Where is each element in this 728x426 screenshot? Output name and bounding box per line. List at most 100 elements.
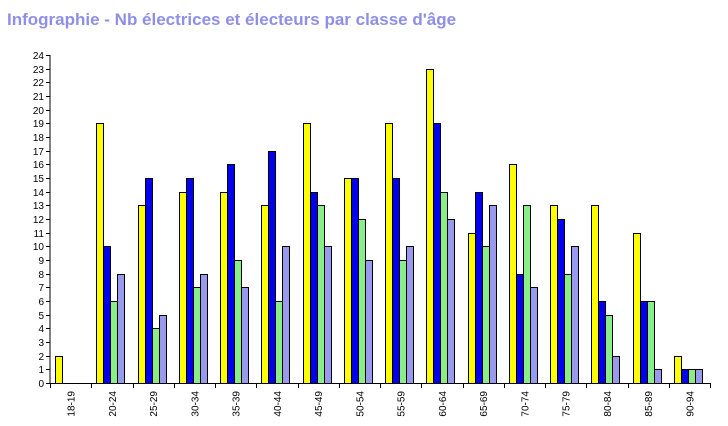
x-axis: 18-19 20-24 25-29 30-34 35-39 40-44 45-49 50-54… [50,383,711,417]
y-tick-label: 12 [33,215,45,226]
y-tick-label: 21 [33,92,45,103]
x-tick-label: 40-44 [273,391,284,417]
y-tick-label: 19 [33,119,45,130]
y-tick-label: 22 [33,78,45,89]
y-tick-label: 15 [33,174,45,185]
x-tick-label: 60-64 [438,391,449,417]
bar-80-84-series-4 [612,356,620,384]
bar-50-54-series-2 [351,178,359,384]
y-tick-label: 3 [38,338,44,349]
bar-70-74-series-1 [509,164,517,384]
y-tick-label: 18 [33,133,45,144]
bar-40-44-series-1 [261,205,269,384]
bar-60-64-series-1 [426,69,434,384]
bar-75-79-series-1 [550,205,558,384]
x-tick-label: 25-29 [149,391,160,417]
x-tick-label: 70-74 [520,391,531,417]
bar-70-74-series-3 [523,205,531,384]
x-tick-label: 65-69 [479,391,490,417]
bar-80-84-series-1 [591,205,599,384]
bar-75-79-series-2 [557,219,565,384]
bars [55,69,703,384]
bar-85-89-series-3 [647,301,655,384]
y-tick-label: 0 [38,379,44,390]
y-tick-label: 17 [33,147,45,158]
bar-50-54-series-3 [358,219,366,384]
bar-45-49-series-1 [303,123,311,384]
x-tick-label: 90-94 [685,391,696,417]
bar-30-34-series-3 [193,287,201,384]
y-tick-label: 2 [38,352,44,363]
bar-55-59-series-4 [406,246,414,384]
bar-40-44-series-4 [282,246,290,384]
bar-55-59-series-2 [392,178,400,384]
bar-40-44-series-2 [268,151,276,384]
bar-35-39-series-1 [220,192,228,384]
y-tick-label: 16 [33,160,45,171]
bar-25-29-series-1 [138,205,146,384]
bar-90-94-series-2 [681,369,689,384]
y-tick-label: 24 [33,51,45,62]
bar-65-69-series-1 [468,233,476,384]
y-tick-label: 9 [38,256,44,267]
bar-20-24-series-2 [103,246,111,384]
bar-45-49-series-4 [324,246,332,384]
bar-25-29-series-3 [152,328,160,384]
y-tick-label: 7 [38,283,44,294]
bar-90-94-series-3 [688,369,696,384]
bar-65-69-series-2 [475,192,483,384]
y-tick-label: 6 [38,297,44,308]
x-tick-label: 35-39 [232,391,243,417]
x-tick-label: 45-49 [314,391,325,417]
bar-50-54-series-1 [344,178,352,384]
bar-85-89-series-4 [654,369,662,384]
bar-70-74-series-4 [530,287,538,384]
bar-30-34-series-4 [200,274,208,384]
y-tick-label: 14 [33,188,45,199]
x-tick-label: 30-34 [190,391,201,417]
bar-30-34-series-1 [179,192,187,384]
bar-20-24-series-1 [96,123,104,384]
bar-60-64-series-3 [440,192,448,384]
y-tick-label: 1 [38,365,44,376]
y-tick-label: 20 [33,106,45,117]
x-tick-label: 55-59 [397,391,408,417]
y-tick-label: 4 [38,324,44,335]
bar-85-89-series-1 [633,233,641,384]
bar-75-79-series-3 [564,274,572,384]
y-tick-label: 23 [33,65,45,76]
y-tick-label: 5 [38,311,44,322]
y-tick-label: 13 [33,201,45,212]
bar-50-54-series-4 [365,260,373,384]
bar-35-39-series-2 [227,164,235,384]
bar-80-84-series-3 [605,315,613,384]
bar-30-34-series-2 [186,178,194,384]
bar-60-64-series-2 [433,123,441,384]
bar-40-44-series-3 [275,301,283,384]
x-tick-label: 80-84 [603,391,614,417]
bar-90-94-series-1 [674,356,682,384]
bar-35-39-series-4 [241,287,249,384]
x-tick-label: 20-24 [108,391,119,417]
bar-25-29-series-2 [145,178,153,384]
x-tick-label: 75-79 [562,391,573,417]
bar-65-69-series-3 [482,246,490,384]
bar-55-59-series-1 [385,123,393,384]
bar-18-19-series-1 [55,356,63,384]
y-tick-label: 10 [33,242,45,253]
y-tick-label: 8 [38,270,44,281]
bar-75-79-series-4 [571,246,579,384]
x-tick-label: 85-89 [644,391,655,417]
bar-85-89-series-2 [640,301,648,384]
bar-90-94-series-4 [695,369,703,384]
x-tick-label: 18-19 [67,391,78,417]
bar-60-64-series-4 [447,219,455,384]
y-tick-label: 11 [34,229,45,240]
bar-45-49-series-3 [317,205,325,384]
bar-70-74-series-2 [516,274,524,384]
bar-20-24-series-4 [117,274,125,384]
bar-55-59-series-3 [399,260,407,384]
bar-80-84-series-2 [598,301,606,384]
